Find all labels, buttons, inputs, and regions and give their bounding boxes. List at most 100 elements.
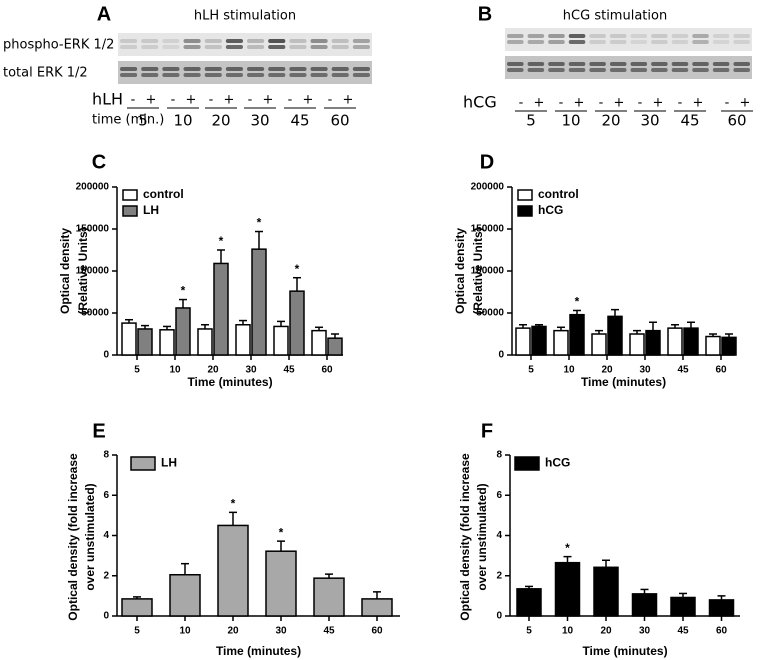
legend-swatch — [514, 456, 540, 471]
time: 60 — [727, 112, 746, 130]
time: 20 — [211, 112, 230, 130]
sign: + — [693, 96, 704, 111]
time: 10 — [173, 112, 192, 130]
bar — [554, 561, 581, 617]
bar — [515, 327, 531, 356]
significance-mark: * — [257, 216, 262, 230]
blot-band — [712, 68, 730, 72]
blot-band — [671, 40, 689, 44]
bar — [705, 335, 721, 356]
blot-band — [120, 67, 138, 71]
x-axis-label: Time (minutes) — [581, 375, 666, 389]
x-tick-label: 60 — [716, 626, 728, 637]
bar — [569, 313, 585, 356]
blot-band — [331, 73, 349, 77]
blot-band — [671, 68, 689, 72]
y-axis-label: Optical density — [58, 228, 72, 314]
y-tick-label: 0 — [103, 350, 109, 361]
x-tick-label: 60 — [715, 365, 727, 376]
time: 10 — [561, 112, 580, 130]
row-label: phospho-ERK 1/2 — [3, 38, 114, 53]
blot-band — [204, 67, 222, 71]
significance-mark: * — [575, 295, 580, 309]
blot-band — [162, 39, 180, 43]
bar — [670, 596, 696, 617]
blot-band — [609, 62, 627, 66]
y-tick-label: 2 — [103, 570, 109, 581]
treatment-label: hCG — [463, 93, 497, 112]
blot-band — [247, 67, 265, 71]
sign: - — [328, 93, 333, 108]
bar — [217, 524, 249, 617]
sign: - — [171, 93, 176, 108]
blot-band — [671, 62, 689, 66]
y-tick-label: 100000 — [76, 266, 110, 277]
sign: - — [209, 93, 214, 108]
blot-band — [609, 34, 627, 38]
blot-band — [331, 67, 349, 71]
x-axis-label: Time (minutes) — [187, 375, 272, 389]
blot-band — [712, 34, 730, 38]
legend-swatch — [130, 456, 156, 471]
legend-label: LH — [143, 203, 159, 217]
blot-band — [352, 39, 370, 43]
bar — [667, 327, 683, 356]
significance-mark: * — [181, 284, 186, 298]
blot-band — [183, 39, 201, 43]
blot-strip — [505, 56, 752, 79]
sign: + — [146, 93, 157, 108]
x-tick-label: 20 — [207, 365, 219, 376]
y-tick-label: 4 — [496, 530, 502, 541]
blot-band — [331, 45, 349, 49]
y-axis-label: over unstimulated) — [475, 483, 489, 590]
bar — [721, 336, 737, 356]
bar — [708, 599, 735, 617]
panel-letter: D — [480, 151, 494, 173]
legend-swatch — [517, 205, 533, 217]
time: 45 — [290, 112, 309, 130]
significance-mark: * — [295, 262, 300, 276]
blot-band — [225, 45, 243, 49]
panel-letter: F — [481, 420, 493, 442]
blot-band — [141, 45, 159, 49]
blot-band — [712, 62, 730, 66]
blot-strip — [505, 28, 752, 51]
y-tick-label: 100000 — [471, 266, 505, 277]
time: 5 — [138, 112, 148, 130]
sign: + — [614, 96, 625, 111]
blot-band — [609, 68, 627, 72]
bar — [591, 333, 607, 356]
bar — [311, 329, 327, 356]
bar — [607, 315, 623, 356]
sign: - — [678, 96, 683, 111]
blot-band — [204, 39, 222, 43]
blot-band — [289, 39, 307, 43]
sign: + — [186, 93, 197, 108]
y-tick-label: 50000 — [81, 308, 109, 319]
blot-band — [630, 40, 648, 44]
bar — [273, 325, 289, 356]
x-tick-label: 10 — [169, 365, 181, 376]
time: 5 — [526, 112, 536, 130]
bar — [159, 329, 175, 356]
sign: - — [248, 93, 253, 108]
time: 30 — [640, 112, 659, 130]
x-tick-label: 5 — [134, 626, 140, 637]
blot-band — [183, 67, 201, 71]
blot-band — [352, 45, 370, 49]
blot-band — [733, 62, 750, 66]
x-tick-label: 30 — [639, 365, 651, 376]
sign: - — [725, 96, 730, 111]
x-tick-label: 5 — [134, 365, 140, 376]
time: 30 — [250, 112, 269, 130]
blot-band — [352, 73, 370, 77]
y-tick-label: 8 — [496, 450, 502, 461]
blot-title: hLH stimulation — [194, 9, 296, 24]
x-tick-label: 10 — [563, 365, 575, 376]
blot-band — [548, 40, 565, 44]
blot-band — [651, 68, 668, 72]
bar — [235, 324, 251, 356]
time-label: time (min.) — [92, 113, 164, 128]
bar — [169, 573, 201, 617]
